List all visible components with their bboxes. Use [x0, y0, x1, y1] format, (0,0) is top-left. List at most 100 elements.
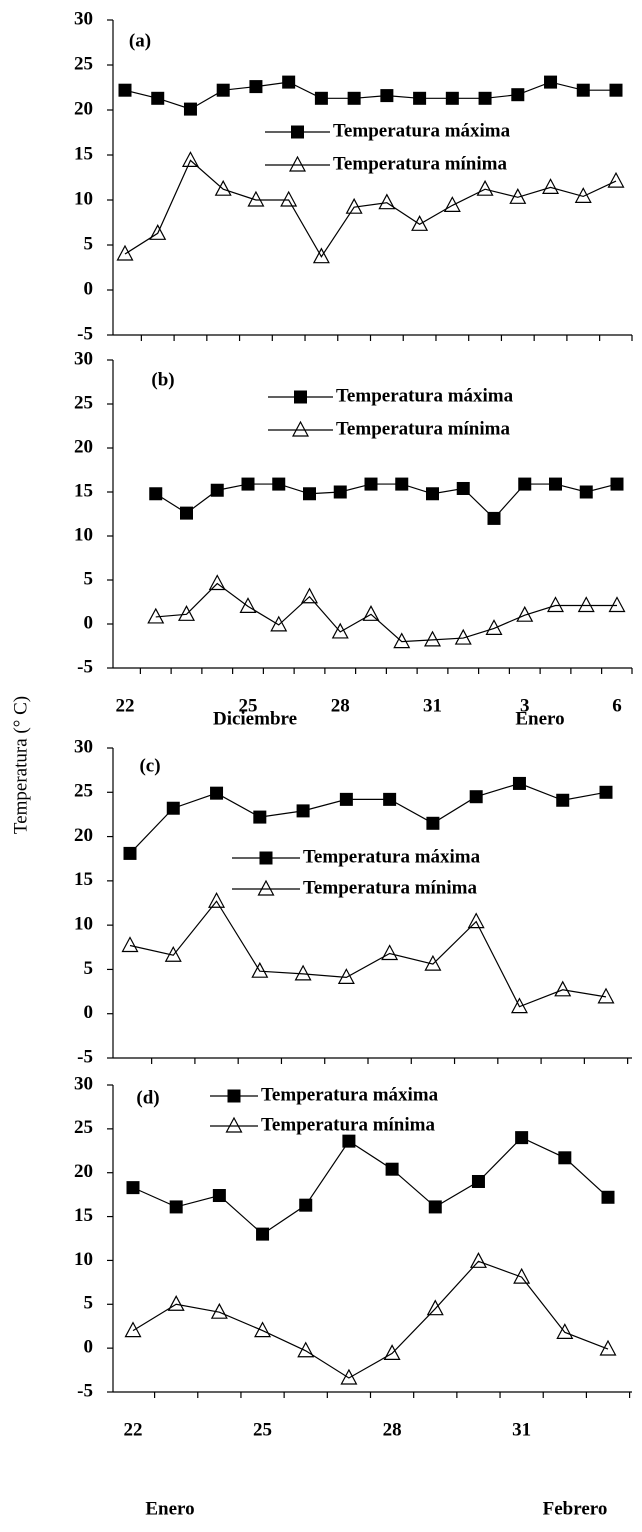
y-tick-label: 30 — [74, 8, 93, 29]
legend-label: Temperatura mínima — [336, 418, 510, 439]
series-line — [132, 1136, 609, 1235]
data-point — [210, 483, 224, 497]
legend-label: Temperatura máxima — [336, 385, 514, 406]
data-point — [149, 487, 163, 501]
data-point — [487, 511, 501, 525]
data-point — [456, 481, 470, 495]
series-line — [124, 81, 616, 110]
data-point — [118, 83, 132, 97]
y-tick-label: 20 — [74, 436, 93, 457]
data-point — [426, 487, 439, 501]
data-point — [180, 506, 193, 520]
y-tick-label: 20 — [74, 1161, 93, 1182]
data-point — [607, 171, 625, 188]
x-tick-label: 22 — [124, 1419, 143, 1440]
data-point — [249, 80, 263, 94]
y-tick-label: 5 — [84, 568, 94, 589]
data-point — [147, 607, 165, 624]
y-tick-label: 0 — [84, 612, 94, 633]
x-tick-label: 25 — [239, 695, 258, 716]
data-point — [116, 244, 134, 261]
data-point — [426, 816, 440, 830]
panel-label: (d) — [136, 1087, 159, 1108]
data-point — [294, 964, 312, 981]
panel-label: (a) — [129, 30, 151, 51]
data-point — [164, 945, 182, 962]
data-point — [395, 477, 409, 491]
data-point — [378, 193, 396, 210]
data-point — [251, 961, 269, 978]
data-point — [542, 178, 560, 194]
y-tick-label: 15 — [74, 869, 93, 890]
y-tick-label: 10 — [74, 1249, 93, 1270]
data-point — [516, 605, 534, 622]
y-tick-label: 15 — [74, 1205, 93, 1226]
x-tick-label: 6 — [612, 695, 622, 716]
data-point — [314, 91, 328, 105]
x-tick-label: 3 — [520, 695, 530, 716]
series-line — [129, 900, 607, 1008]
data-point — [167, 1295, 185, 1311]
series-line — [124, 159, 617, 258]
y-tick-label: 20 — [74, 825, 93, 846]
data-point — [597, 987, 615, 1004]
data-point — [297, 1341, 315, 1358]
data-point — [303, 487, 316, 501]
data-point — [149, 224, 167, 240]
y-tick-label: -5 — [77, 1380, 93, 1401]
data-point — [347, 91, 361, 105]
data-point — [515, 1131, 529, 1145]
data-point — [485, 619, 503, 635]
data-point — [270, 615, 288, 632]
data-point — [469, 1252, 487, 1268]
data-point — [253, 810, 267, 824]
x-group-label: Enero — [515, 708, 564, 729]
data-point — [445, 91, 459, 105]
data-point — [518, 477, 532, 491]
y-tick-label: -5 — [77, 656, 93, 677]
data-point — [183, 102, 197, 116]
data-point — [511, 88, 525, 102]
data-point — [558, 1151, 572, 1165]
data-point — [339, 792, 353, 806]
data-point — [123, 846, 137, 860]
data-point — [181, 151, 199, 167]
x-tick-label: 25 — [253, 1419, 272, 1440]
data-point — [413, 91, 427, 105]
data-point — [393, 632, 411, 649]
data-point — [579, 485, 593, 499]
y-tick-label: 15 — [74, 143, 93, 164]
y-tick-label: 20 — [74, 98, 93, 119]
x-tick-label: 28 — [331, 695, 350, 716]
y-tick-label: 0 — [84, 1337, 94, 1358]
data-point — [177, 605, 196, 621]
data-point — [169, 1200, 183, 1214]
data-point — [574, 187, 592, 203]
data-point — [337, 968, 355, 984]
data-point — [362, 605, 380, 621]
data-point — [381, 944, 399, 961]
data-point — [254, 1321, 272, 1338]
data-point — [151, 91, 165, 105]
x-tick-label: 31 — [423, 695, 442, 716]
legend-marker — [227, 1089, 241, 1103]
panel-label: (c) — [139, 755, 160, 776]
legend-label: Temperatura mínima — [303, 877, 477, 898]
y-tick-label: 10 — [74, 524, 93, 545]
data-point — [471, 1174, 485, 1188]
data-point — [469, 790, 483, 804]
series-line — [129, 782, 607, 854]
data-point — [599, 1339, 617, 1356]
y-tick-label: 10 — [74, 188, 93, 209]
data-point — [380, 89, 394, 103]
data-point — [296, 804, 310, 818]
data-point — [216, 83, 230, 97]
data-point — [601, 1190, 615, 1204]
data-point — [609, 83, 623, 97]
data-point — [608, 596, 626, 613]
data-point — [599, 785, 613, 799]
data-point — [331, 622, 349, 639]
data-point — [544, 75, 558, 89]
y-tick-label: 25 — [74, 781, 93, 802]
y-tick-label: -5 — [77, 323, 93, 344]
